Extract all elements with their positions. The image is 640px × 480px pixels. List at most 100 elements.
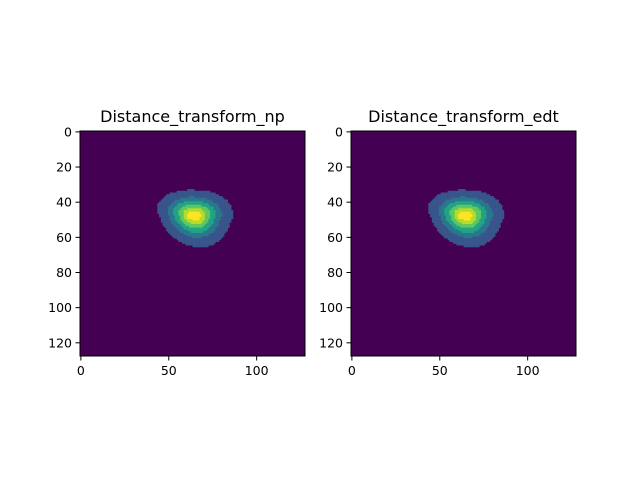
heatmap-cell (206, 196, 209, 199)
heatmap-cell (204, 204, 207, 207)
heatmap-cell (472, 232, 475, 235)
heatmap-cell (167, 220, 170, 223)
heatmap-cell (176, 231, 179, 234)
heatmap-cell (199, 220, 202, 223)
heatmap-cell (454, 220, 457, 223)
heatmap-cell (180, 215, 183, 218)
heatmap-cell (444, 213, 447, 216)
heatmap-cell (225, 222, 228, 225)
heatmap-cell (166, 224, 169, 227)
heatmap-cell (224, 225, 227, 228)
heatmap-cell (176, 215, 179, 218)
heatmap-cell (433, 211, 436, 214)
heatmap-cell (474, 218, 477, 221)
heatmap-cell (459, 232, 462, 235)
heatmap-cell (452, 197, 455, 200)
heatmap-cell (171, 215, 174, 218)
heatmap-cell (489, 218, 492, 221)
heatmap-cell (438, 220, 441, 223)
heatmap-cell (461, 229, 464, 232)
heatmap-cell (458, 239, 461, 242)
heatmap-cell (442, 225, 445, 228)
heatmap-cell (472, 201, 475, 204)
heatmap-cell (183, 199, 186, 202)
heatmap-cell (208, 208, 211, 211)
heatmap-cell (454, 197, 457, 200)
heatmap-cell (444, 208, 447, 211)
heatmap-cell (467, 241, 470, 244)
heatmap-cell (488, 197, 491, 200)
heatmap-cell (442, 210, 445, 213)
heatmap-cell (217, 213, 220, 216)
heatmap-cell (227, 210, 230, 213)
heatmap-cell (176, 197, 179, 200)
heatmap-cell (498, 210, 501, 213)
heatmap-cell (493, 225, 496, 228)
heatmap-cell (484, 201, 487, 204)
heatmap-cell (461, 227, 464, 230)
heatmap-cell (465, 213, 468, 216)
heatmap-cell (491, 222, 494, 225)
heatmap-cell (481, 206, 484, 209)
heatmap-cell (481, 192, 484, 195)
heatmap-cell (178, 238, 181, 241)
heatmap-cell (440, 213, 443, 216)
heatmap-cell (442, 215, 445, 218)
heatmap-cell (489, 224, 492, 227)
heatmap-cell (438, 203, 441, 206)
heatmap-cell (449, 213, 452, 216)
heatmap-cell (192, 201, 195, 204)
heatmap-cell (187, 199, 190, 202)
heatmap-cell (171, 197, 174, 200)
heatmap-cell (178, 229, 181, 232)
heatmap-cell (456, 229, 459, 232)
heatmap-cell (210, 210, 213, 213)
heatmap-cell (454, 194, 457, 197)
heatmap-cell (489, 227, 492, 230)
heatmap-cell (196, 210, 199, 213)
heatmap-cell (162, 199, 165, 202)
heatmap-cell (456, 224, 459, 227)
heatmap-cell (192, 196, 195, 199)
heatmap-cell (185, 239, 188, 242)
heatmap-cell (458, 217, 461, 220)
heatmap-cell (217, 234, 220, 237)
heatmap-cell (203, 208, 206, 211)
heatmap-cell (452, 241, 455, 244)
heatmap-cell (449, 231, 452, 234)
heatmap-cell (204, 238, 207, 241)
heatmap-cell (482, 220, 485, 223)
heatmap-cell (479, 225, 482, 228)
heatmap-cell (484, 231, 487, 234)
heatmap-cell (449, 206, 452, 209)
heatmap-cell (461, 210, 464, 213)
heatmap-cell (438, 206, 441, 209)
heatmap-cell (481, 234, 484, 237)
heatmap-cell (181, 204, 184, 207)
heatmap-cell (180, 194, 183, 197)
heatmap-cell (475, 213, 478, 216)
heatmap-cell (197, 241, 200, 244)
heatmap-cell (196, 204, 199, 207)
subplot-title: Distance_transform_np (100, 107, 285, 127)
heatmap-cell (192, 204, 195, 207)
heatmap-cell (197, 229, 200, 232)
heatmap-cell (452, 190, 455, 193)
heatmap-cell (160, 201, 163, 204)
heatmap-cell (217, 232, 220, 235)
heatmap-cell (213, 199, 216, 202)
heatmap-cell (190, 206, 193, 209)
heatmap-cell (479, 194, 482, 197)
heatmap-cell (468, 215, 471, 218)
heatmap-cell (225, 225, 228, 228)
heatmap-cell (465, 236, 468, 239)
heatmap-cell (444, 192, 447, 195)
heatmap-cell (194, 197, 197, 200)
heatmap-cell (211, 239, 214, 242)
heatmap-cell (459, 215, 462, 218)
heatmap-cell (484, 236, 487, 239)
heatmap-cell (456, 232, 459, 235)
heatmap-cell (496, 217, 499, 220)
heatmap-cell (162, 218, 165, 221)
heatmap-cell (444, 236, 447, 239)
